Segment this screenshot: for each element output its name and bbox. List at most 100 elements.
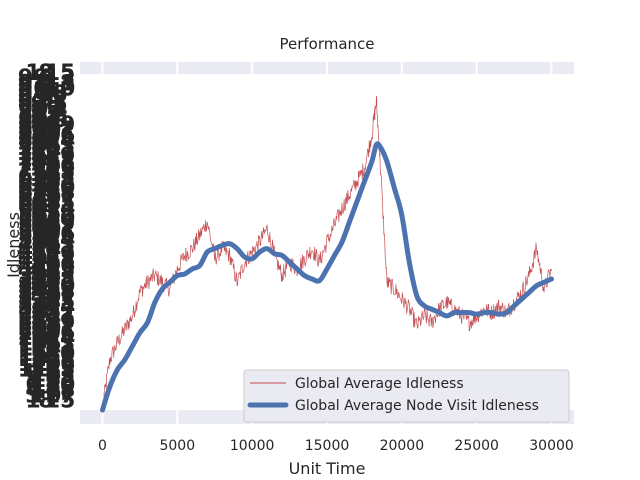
- y-tick-label-71: 78: [45, 181, 76, 206]
- y-tick-label-73: 70: [31, 186, 62, 211]
- x-tick-label-5: 25000: [454, 438, 499, 454]
- y-tick-label-63: 68: [18, 170, 49, 195]
- y-tick-label-158: 33: [45, 331, 76, 356]
- y-tick-label-21: 90: [18, 97, 49, 122]
- y-tick-label-173: 25: [45, 357, 76, 382]
- y-tick-label-80: 74: [45, 196, 76, 221]
- y-tick-label-3: 99: [18, 66, 49, 91]
- y-tick-label-143: 41: [45, 305, 76, 330]
- x-axis-ticks: 0 5000 10000 15000 20000 25000 30000: [98, 438, 574, 454]
- y-tick-label-164: 30: [45, 342, 76, 367]
- y-tick-label-141: 27: [18, 305, 49, 330]
- y-tick-label-67: 73: [31, 175, 62, 200]
- y-tick-label-17: 7: [52, 87, 67, 112]
- y-tick-label-50: 89: [45, 144, 76, 169]
- y-tick-label-27: 86: [18, 108, 49, 133]
- y-tick-label-160: 24: [31, 337, 62, 362]
- y-tick-label-74: 77: [45, 186, 76, 211]
- y-tick-label-12: 94: [18, 82, 49, 107]
- y-tick-label-166: 21: [31, 347, 62, 372]
- y-tick-label-61: 76: [31, 165, 62, 190]
- y-tick-label-167: 28: [45, 347, 76, 372]
- y-tick-label-57: 71: [18, 160, 49, 185]
- y-tick-label-2: 15: [45, 61, 76, 86]
- y-tick-label-184: 11: [31, 378, 62, 403]
- y-tick-label-134: 45: [45, 290, 76, 315]
- y-tick-label-125: 50: [45, 274, 76, 299]
- y-tick-label-146: 39: [45, 311, 76, 336]
- y-tick-label-183: 4: [25, 378, 40, 403]
- y-tick-label-20: 5: [52, 92, 67, 117]
- y-tick-label-33: 83: [18, 118, 49, 143]
- legend-box: [243, 369, 570, 423]
- y-tick-label-45: 77: [18, 139, 49, 164]
- y-tick-label-36: 82: [18, 123, 49, 148]
- y-tick-label-89: 69: [45, 212, 76, 237]
- y-tick-label-191: 15: [45, 389, 76, 414]
- y-tick-label-188: 17: [45, 383, 76, 408]
- y-tick-label-171: 11: [18, 357, 49, 382]
- y-tick-label-149: 37: [45, 316, 76, 341]
- y-tick-label-40: 87: [31, 129, 62, 154]
- y-tick-label-181: 13: [31, 373, 62, 398]
- y-tick-label-65: 82: [45, 170, 76, 195]
- y-tick-label-59: 85: [45, 160, 76, 185]
- y-tick-label-34: 90: [31, 118, 62, 143]
- y-tick-label-117: 39: [18, 264, 49, 289]
- y-tick-label-101: 63: [45, 233, 76, 258]
- y-tick-label-159: 17: [18, 337, 49, 362]
- y-tick-label-44: 93: [45, 134, 76, 159]
- y-tick-label-114: 41: [18, 259, 49, 284]
- y-tick-label-30: 85: [18, 113, 49, 138]
- y-tick-label-102: 47: [18, 238, 49, 263]
- y-tick-label-28: 93: [31, 108, 62, 133]
- y-tick-label-76: 68: [31, 191, 62, 216]
- y-tick-label-120: 38: [18, 269, 49, 294]
- y-tick-label-127: 41: [31, 279, 62, 304]
- y-tick-label-174: 9: [25, 363, 40, 388]
- y-tick-label-1: 8: [38, 61, 53, 86]
- y-tick-label-84: 56: [18, 207, 49, 232]
- y-tick-label-123: 36: [18, 274, 49, 299]
- y-tick-label-177: 8: [25, 368, 40, 393]
- y-tick-label-128: 48: [45, 279, 76, 304]
- y-tick-label-157: 26: [31, 331, 62, 356]
- y-tick-label-111: 42: [18, 253, 49, 278]
- y-tick-label-32: 99: [45, 113, 76, 138]
- series-global-average-idleness: [102, 95, 552, 407]
- y-tick-label-16: 0: [38, 87, 53, 112]
- y-tick-label-94: 59: [31, 222, 62, 247]
- y-tick-label-152: 36: [45, 321, 76, 346]
- y-tick-label-153: 20: [18, 326, 49, 351]
- y-tick-label-148: 30: [31, 316, 62, 341]
- y-tick-label-106: 52: [31, 243, 62, 268]
- y-tick-label-163: 23: [31, 342, 62, 367]
- y-axis-tick-labels: 1815996139741196310941893079198590974889…: [18, 61, 76, 414]
- y-tick-label-19: 98: [31, 92, 62, 117]
- y-tick-label-115: 48: [31, 259, 62, 284]
- y-tick-label-165: 14: [18, 347, 49, 372]
- y-tick-label-140: 42: [45, 300, 76, 325]
- y-tick-label-107: 59: [45, 243, 76, 268]
- series-global-average-node-visit-idleness: [100, 141, 554, 413]
- y-tick-label-154: 27: [31, 326, 62, 351]
- x-tick-label-6: 30000: [529, 438, 574, 454]
- y-tick-label-56: 86: [45, 155, 76, 180]
- y-tick-label-52: 81: [31, 149, 62, 174]
- y-tick-label-99: 49: [18, 233, 49, 258]
- y-tick-label-13: 1: [38, 82, 53, 107]
- x-tick-label-3: 15000: [305, 438, 350, 454]
- y-tick-label-90: 53: [18, 217, 49, 242]
- y-tick-label-37: 89: [31, 123, 62, 148]
- y-tick-label-55: 79: [31, 155, 62, 180]
- y-tick-label-121: 45: [31, 269, 62, 294]
- y-tick-label-96: 50: [18, 227, 49, 252]
- y-tick-label-112: 49: [31, 253, 62, 278]
- y-tick-label-83: 72: [45, 201, 76, 226]
- y-tick-label-109: 51: [31, 248, 62, 273]
- chart-title: Performance: [279, 35, 374, 53]
- y-tick-label-168: 12: [18, 352, 49, 377]
- line-global-average-node-visit-idleness: [100, 141, 554, 413]
- y-tick-label-104: 61: [45, 238, 76, 263]
